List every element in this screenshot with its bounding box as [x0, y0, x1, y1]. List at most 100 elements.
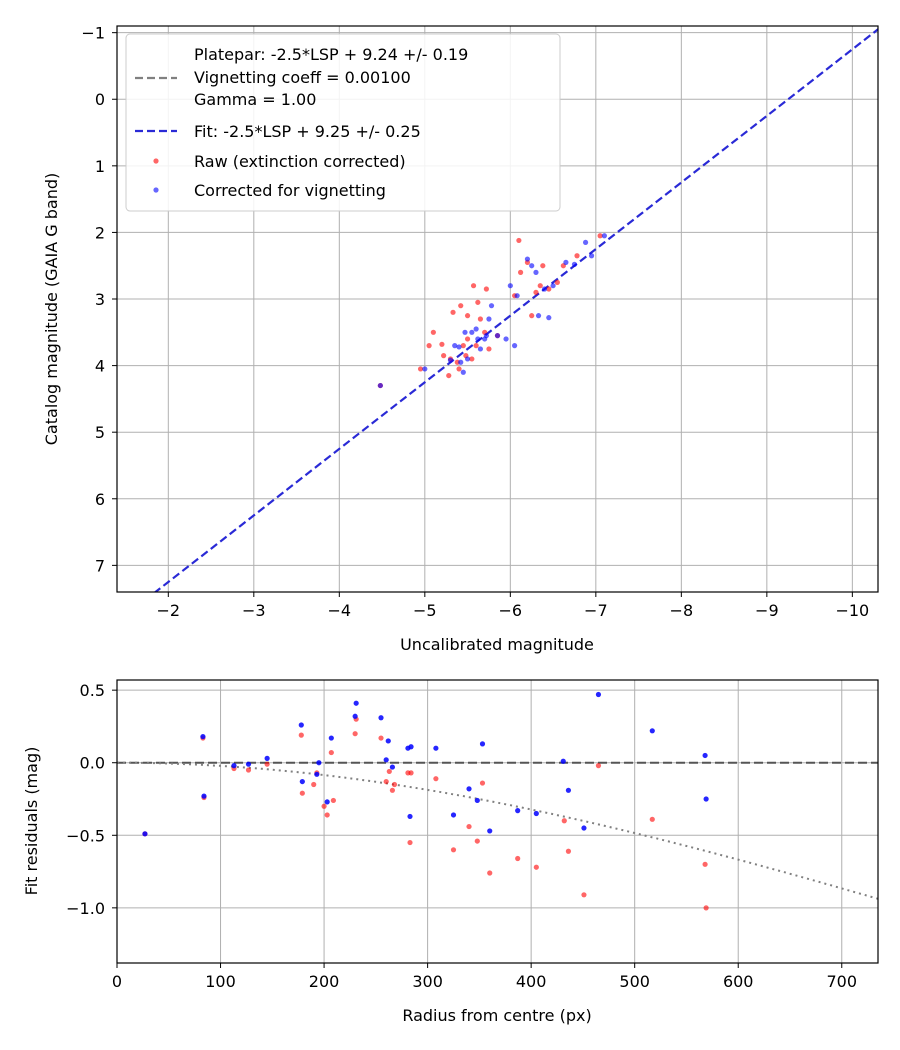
- residual-raw-point: [561, 818, 567, 824]
- residual-corrected-point: [378, 715, 384, 721]
- corrected-point: [456, 344, 462, 350]
- corrected-point: [460, 369, 466, 375]
- residual-corrected-point: [352, 713, 358, 719]
- corrected-point: [422, 366, 428, 372]
- residual-raw-point: [324, 812, 330, 818]
- residual-corrected-point: [328, 735, 334, 741]
- top-plot-area: [153, 27, 878, 592]
- raw-point: [464, 313, 471, 319]
- bottom-x-tick-label: 100: [205, 972, 236, 991]
- corrected-point: [488, 303, 495, 309]
- residual-corrected-point: [450, 812, 457, 818]
- bottom-x-tick-label: 0: [112, 972, 122, 991]
- corrected-point: [494, 333, 501, 339]
- legend-fit-label: Fit: -2.5*LSP + 9.25 +/- 0.25: [194, 122, 421, 141]
- corrected-point: [447, 357, 454, 363]
- bottom-axes-frame: [116, 679, 879, 964]
- corrected-point: [533, 269, 539, 275]
- legend-platepar-line3: Gamma = 1.00: [194, 90, 316, 109]
- raw-point: [426, 343, 432, 349]
- residual-raw-point: [595, 763, 602, 769]
- residual-raw-point: [515, 855, 521, 862]
- residual-raw-point: [407, 839, 413, 846]
- residual-raw-point: [330, 797, 336, 804]
- raw-points-series: [377, 233, 603, 389]
- residual-corrected-point: [200, 734, 206, 740]
- residual-raw-point: [533, 864, 539, 870]
- raw-point: [486, 346, 492, 352]
- corrected-point: [503, 336, 509, 342]
- corrected-point: [541, 286, 548, 292]
- residual-corrected-point: [466, 786, 472, 792]
- residual-raw-point: [565, 848, 572, 854]
- raw-point: [450, 309, 456, 315]
- top-x-tick-label: −5: [413, 601, 437, 620]
- top-y-tick-label: 2: [95, 223, 105, 242]
- raw-point: [473, 343, 479, 349]
- residual-corrected-point: [703, 796, 709, 802]
- top-x-axis-label: Uncalibrated magnitude: [400, 635, 594, 654]
- legend-raw-marker: [153, 158, 159, 164]
- top-x-tick-label: −7: [584, 601, 608, 620]
- residual-corrected-point: [298, 722, 304, 728]
- corrected-point: [524, 256, 531, 262]
- corrected-point: [475, 336, 481, 342]
- residual-corrected-point: [474, 797, 480, 804]
- top-x-tick-label: −8: [670, 601, 694, 620]
- residual-corrected-point: [515, 808, 521, 814]
- corrected-point: [464, 356, 471, 362]
- residual-corrected-point: [201, 793, 207, 799]
- bottom-y-tick-label: 0.0: [80, 754, 105, 773]
- raw-point: [430, 329, 436, 335]
- residual-corrected-point: [408, 744, 414, 750]
- raw-point: [540, 263, 546, 269]
- residual-corrected-point: [231, 763, 237, 769]
- raw-point: [475, 299, 481, 305]
- top-y-axis-label: Catalog magnitude (GAIA G band): [42, 173, 61, 445]
- top-x-tick-label: −9: [755, 601, 779, 620]
- corrected-point: [458, 359, 464, 365]
- corrected-point: [550, 283, 556, 289]
- bottom-y-tick-label: 0.5: [80, 681, 105, 700]
- top-y-tick-label: 0: [95, 90, 105, 109]
- residual-corrected-point: [299, 778, 305, 785]
- residual-raw-point: [389, 787, 396, 793]
- corrected-point: [571, 261, 578, 267]
- residual-raw-point: [245, 767, 252, 773]
- residual-raw-point: [391, 781, 398, 788]
- top-y-tick-label: 3: [95, 290, 105, 309]
- residual-corrected-point: [353, 700, 359, 706]
- top-x-tick-label: −10: [835, 601, 869, 620]
- legend-raw-label: Raw (extinction corrected): [194, 152, 406, 171]
- corrected-point: [514, 293, 520, 299]
- corrected-point: [486, 316, 492, 322]
- residual-raw-point: [450, 847, 457, 853]
- residual-raw-point: [321, 803, 327, 809]
- legend-corrected-marker: [153, 187, 159, 193]
- residual-raw-point: [466, 823, 472, 830]
- residual-corrected-point: [702, 752, 708, 759]
- residual-raw-point: [479, 780, 486, 786]
- residual-corrected-point: [560, 758, 566, 764]
- residual-corrected-point: [595, 691, 602, 698]
- residual-corrected-point: [314, 771, 320, 777]
- residual-raw-point: [383, 778, 389, 785]
- residual-corrected-point: [581, 825, 587, 831]
- raw-point: [516, 237, 522, 244]
- top-x-tick-label: −4: [328, 601, 352, 620]
- vignetting-curve: [117, 761, 878, 900]
- legend-box: [125, 33, 561, 212]
- raw-point: [464, 336, 471, 342]
- bottom-ticks: 0 100 200 300 400 500 600 700 0.5 0.0 −0.5 −1.0: [66, 681, 857, 991]
- top-y-tick-label: 4: [95, 357, 105, 376]
- residual-raw-point: [702, 861, 708, 867]
- residual-corrected-point: [433, 745, 439, 751]
- residual-corrected-point: [385, 738, 391, 744]
- residual-corrected-point: [533, 810, 539, 817]
- bottom-panel: 0 100 200 300 400 500 600 700 0.5 0.0 −0.5 −1.0 Rad…: [22, 679, 879, 1025]
- top-y-tick-label: −1: [81, 24, 105, 43]
- residual-corrected-point: [264, 755, 270, 761]
- raw-point: [469, 356, 475, 362]
